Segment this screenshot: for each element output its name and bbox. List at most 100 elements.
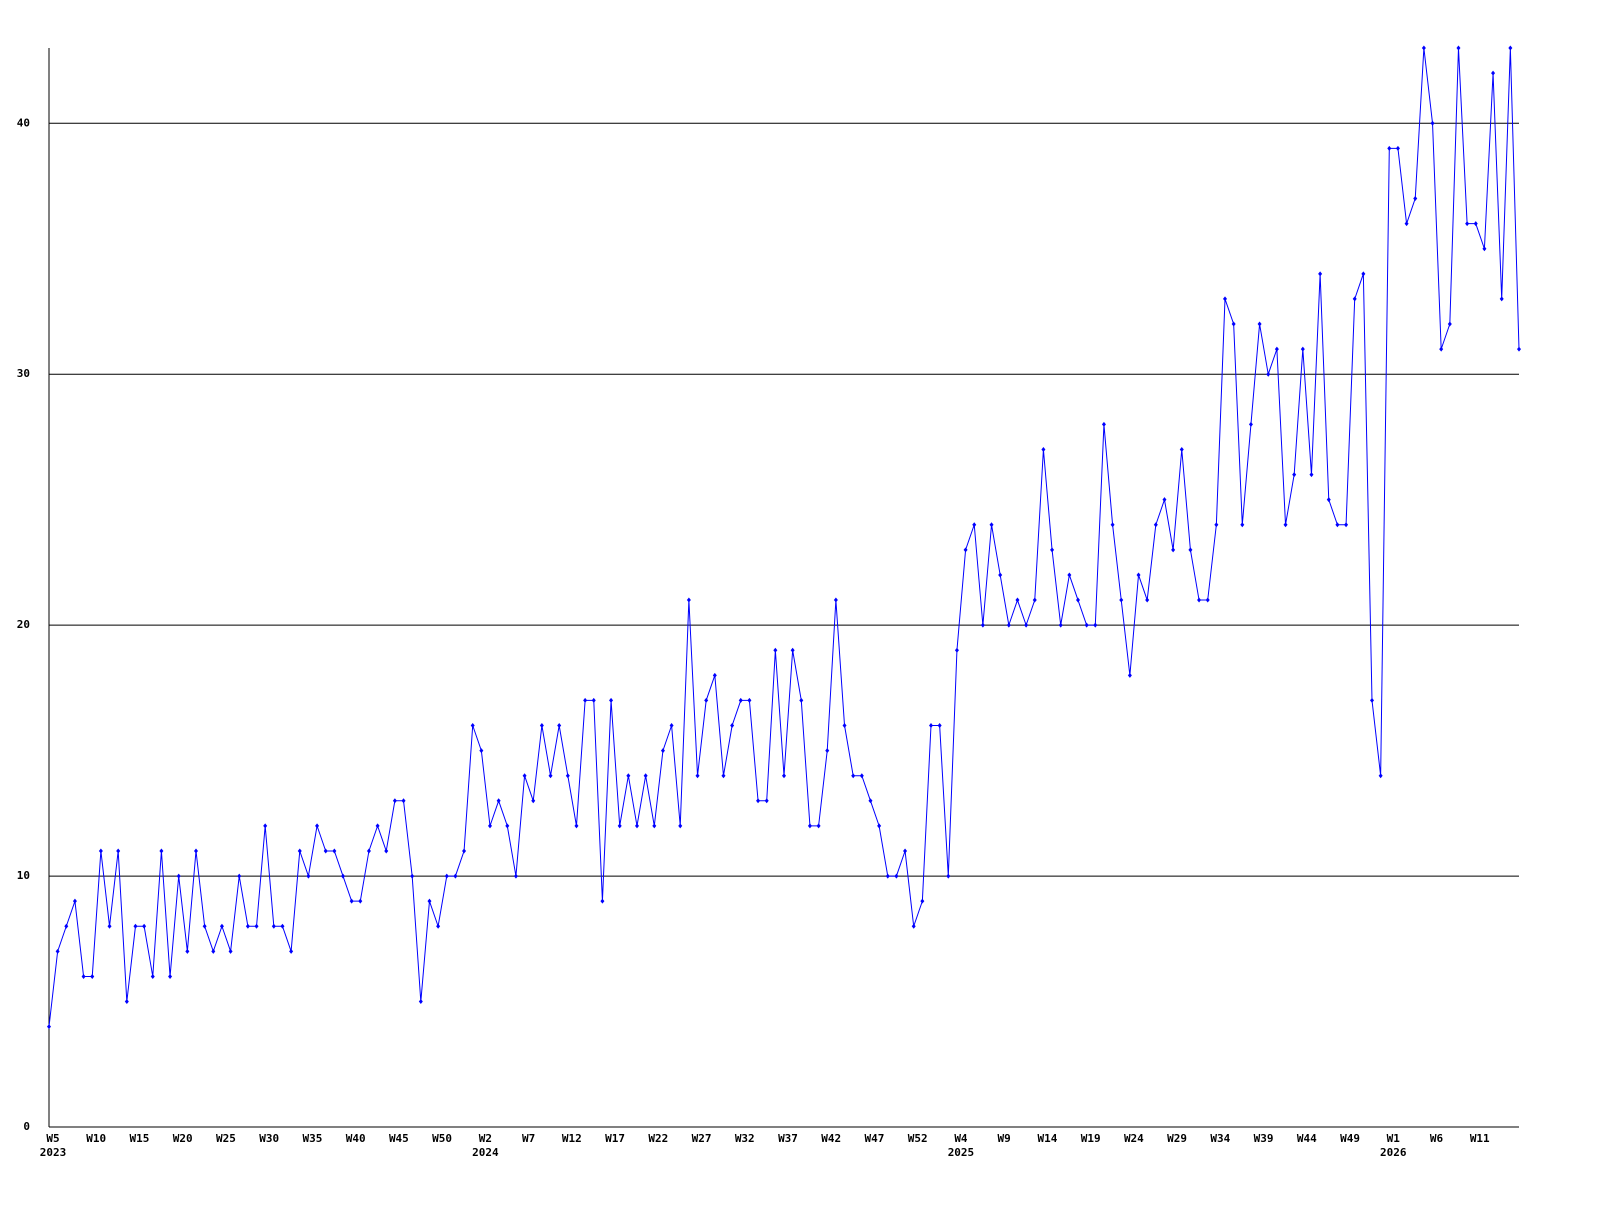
data-point xyxy=(1205,597,1210,603)
x-tick-label: W5 xyxy=(46,1132,59,1145)
data-point xyxy=(124,999,129,1005)
data-point xyxy=(1361,271,1366,277)
data-point xyxy=(1378,773,1383,779)
data-point xyxy=(470,723,475,729)
data-point xyxy=(1127,672,1132,678)
data-point xyxy=(1309,472,1314,478)
data-point xyxy=(1171,547,1176,553)
data-point xyxy=(1387,145,1392,151)
data-point xyxy=(583,697,588,703)
x-tick-label: W44 xyxy=(1297,1132,1317,1145)
data-point xyxy=(150,973,155,979)
x-tick-label: W25 xyxy=(216,1132,236,1145)
data-point xyxy=(72,898,77,904)
x-tick-label: W4 xyxy=(954,1132,968,1145)
data-point xyxy=(1473,221,1478,227)
data-point xyxy=(263,823,268,829)
data-point xyxy=(228,948,233,954)
x-tick-label: W30 xyxy=(259,1132,279,1145)
data-point xyxy=(1197,597,1202,603)
data-point xyxy=(1093,622,1098,628)
data-point xyxy=(1024,622,1029,628)
data-line xyxy=(48,47,1520,1027)
data-point xyxy=(816,823,821,829)
data-point xyxy=(98,848,103,854)
y-tick-label: 30 xyxy=(17,367,30,380)
data-point xyxy=(842,723,847,729)
data-point xyxy=(488,823,492,829)
data-point xyxy=(479,748,484,754)
data-point xyxy=(366,848,371,854)
x-tick-label: W6 xyxy=(1430,1132,1444,1145)
data-point xyxy=(1421,45,1426,51)
data-point xyxy=(410,873,415,879)
x-year-label: 2026 xyxy=(1380,1146,1407,1159)
data-point xyxy=(678,823,683,829)
data-point xyxy=(245,923,250,929)
x-tick-label: W39 xyxy=(1254,1132,1274,1145)
x-tick-label: W29 xyxy=(1167,1132,1187,1145)
data-point xyxy=(1266,371,1271,377)
data-point xyxy=(773,647,778,653)
data-point xyxy=(574,823,579,829)
data-point xyxy=(418,999,423,1005)
data-point xyxy=(1119,597,1124,603)
data-point xyxy=(712,672,717,678)
data-point xyxy=(81,973,86,979)
data-point xyxy=(652,823,657,829)
data-point xyxy=(47,1024,51,1030)
data-point xyxy=(903,848,908,854)
data-point xyxy=(323,848,328,854)
data-point xyxy=(375,823,380,829)
data-point xyxy=(626,773,631,779)
data-point xyxy=(1067,572,1072,578)
data-point xyxy=(937,723,942,729)
data-point xyxy=(1499,296,1504,302)
data-point xyxy=(1041,446,1046,452)
data-point xyxy=(946,873,951,879)
data-point xyxy=(790,647,795,653)
data-point xyxy=(1413,196,1418,202)
data-point xyxy=(868,798,873,804)
data-point xyxy=(1326,497,1331,503)
data-point xyxy=(548,773,553,779)
x-tick-label: W24 xyxy=(1124,1132,1144,1145)
data-point xyxy=(1248,421,1253,427)
data-point xyxy=(1491,70,1496,76)
x-tick-label: W52 xyxy=(908,1132,928,1145)
data-point xyxy=(1101,421,1106,427)
data-point xyxy=(1240,522,1245,528)
data-point xyxy=(1292,472,1297,478)
data-point xyxy=(756,798,761,804)
data-point xyxy=(1456,45,1461,51)
data-point xyxy=(617,823,622,829)
data-point xyxy=(1404,221,1409,227)
data-point xyxy=(522,773,527,779)
x-tick-label: W22 xyxy=(648,1132,668,1145)
data-point xyxy=(833,597,838,603)
data-point xyxy=(980,622,985,628)
data-point xyxy=(894,873,899,879)
data-point xyxy=(401,798,406,804)
x-tick-label: W7 xyxy=(522,1132,535,1145)
data-point xyxy=(557,723,562,729)
data-point xyxy=(1395,145,1400,151)
x-tick-label: W10 xyxy=(86,1132,106,1145)
data-point xyxy=(392,798,397,804)
data-point xyxy=(635,823,639,829)
x-tick-label: W40 xyxy=(346,1132,366,1145)
y-tick-label: 10 xyxy=(17,869,30,882)
data-point xyxy=(1352,296,1357,302)
x-tick-label: W50 xyxy=(432,1132,452,1145)
x-year-label: 2023 xyxy=(40,1146,67,1159)
data-point xyxy=(1058,622,1063,628)
data-point xyxy=(954,647,959,653)
data-point xyxy=(1283,522,1288,528)
data-point xyxy=(998,572,1003,578)
data-point xyxy=(859,773,864,779)
data-point xyxy=(219,923,224,929)
data-point xyxy=(660,748,665,754)
x-tick-label: W42 xyxy=(821,1132,841,1145)
data-point xyxy=(194,848,198,854)
